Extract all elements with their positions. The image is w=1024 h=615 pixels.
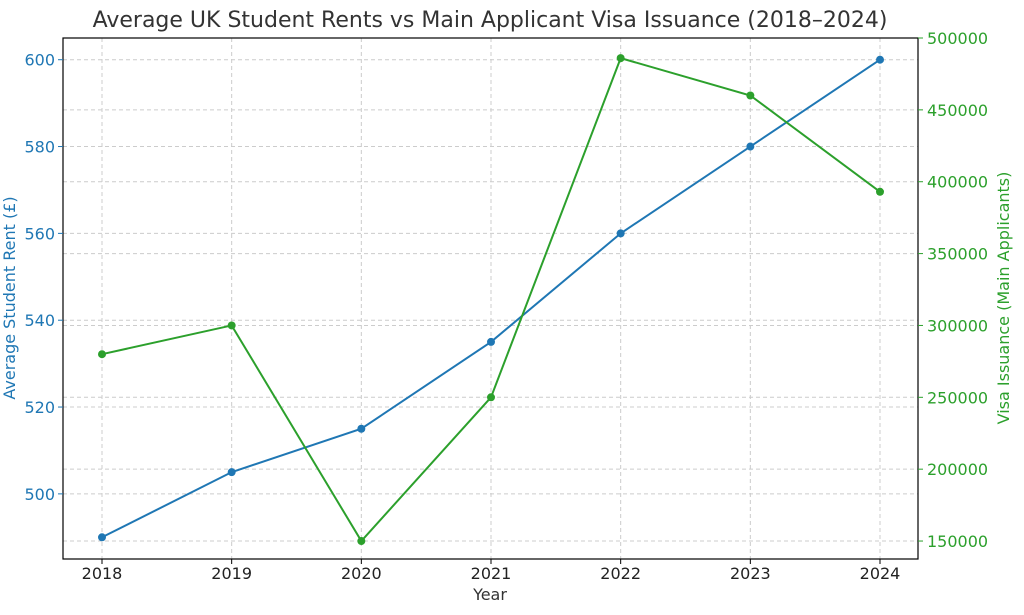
y-axis-right-label: Visa Issuance (Main Applicants) bbox=[994, 172, 1013, 425]
data-point-left bbox=[357, 424, 366, 433]
y-right-tick-label: 150000 bbox=[927, 532, 988, 551]
y-left-tick-label: 600 bbox=[24, 51, 55, 70]
data-point-right bbox=[876, 187, 884, 196]
data-point-left bbox=[227, 468, 236, 477]
y-left-tick-label: 580 bbox=[24, 138, 55, 157]
y-right-tick-label: 350000 bbox=[927, 245, 988, 264]
x-tick-label: 2020 bbox=[341, 564, 382, 583]
plot-area bbox=[98, 54, 884, 546]
x-axis-label: Year bbox=[472, 585, 507, 604]
data-point-left bbox=[616, 229, 625, 238]
data-point-left bbox=[487, 337, 495, 346]
data-point-right bbox=[357, 537, 366, 546]
grid bbox=[63, 37, 918, 559]
y-left-tick-label: 540 bbox=[24, 311, 55, 330]
data-point-right bbox=[227, 321, 236, 330]
y-right-tick-label: 250000 bbox=[927, 388, 988, 407]
y-right-tick-label: 450000 bbox=[927, 101, 988, 120]
x-tick-label: 2022 bbox=[600, 564, 641, 583]
y-left-tick-label: 560 bbox=[24, 224, 55, 243]
data-point-right bbox=[487, 393, 495, 402]
chart-title: Average UK Student Rents vs Main Applica… bbox=[93, 8, 888, 33]
x-tick-label: 2023 bbox=[730, 564, 771, 583]
x-tick-label: 2024 bbox=[860, 564, 901, 583]
x-tick-label: 2021 bbox=[471, 564, 512, 583]
x-tick-label: 2019 bbox=[211, 564, 252, 583]
y-right-tick-label: 500000 bbox=[927, 29, 988, 48]
y-left-tick-label: 500 bbox=[24, 485, 55, 504]
y-right-tick-label: 300000 bbox=[927, 316, 988, 335]
data-point-right bbox=[746, 91, 755, 100]
data-point-right bbox=[616, 54, 625, 63]
data-point-left bbox=[746, 142, 755, 151]
data-point-right bbox=[98, 350, 106, 359]
y-axis-left-label: Average Student Rent (£) bbox=[0, 196, 19, 399]
y-right-tick-label: 400000 bbox=[927, 173, 988, 192]
y-left-tick-label: 520 bbox=[24, 398, 55, 417]
y-right-tick-label: 200000 bbox=[927, 460, 988, 479]
data-point-left bbox=[876, 55, 884, 64]
x-axis: 2018 2019 2020 2021 2022 2023 2024 bbox=[82, 559, 901, 583]
x-tick-label: 2018 bbox=[82, 564, 123, 583]
y-axis-left: 500 520 540 560 580 600 bbox=[24, 51, 63, 504]
data-point-left bbox=[98, 533, 106, 542]
y-axis-right: 150000 200000 250000 300000 350000 400000 4500… bbox=[918, 29, 988, 551]
